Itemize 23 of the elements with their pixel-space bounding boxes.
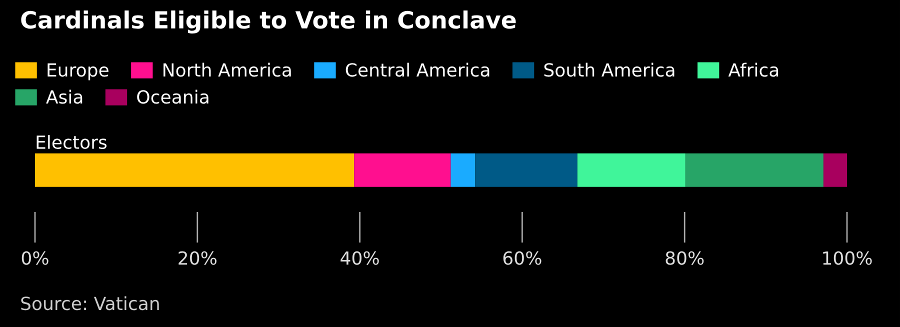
legend-label: North America: [164, 62, 291, 77]
bar: [685, 153, 824, 187]
source-note: Source: Vatican: [21, 296, 159, 310]
x-tick-label: 0%: [22, 251, 48, 265]
chart-title: Cardinals Eligible to Vote in Conclave: [21, 10, 516, 34]
legend-label: Oceania: [137, 90, 208, 104]
x-tick-label: 80%: [666, 251, 704, 265]
bar: [475, 153, 578, 187]
x-tick-label: 60%: [503, 251, 542, 265]
bar: [823, 153, 847, 187]
x-tick-label: 100%: [823, 251, 872, 265]
bar: [450, 153, 476, 187]
bar: [354, 153, 451, 187]
x-tick-label: 20%: [178, 251, 216, 265]
y-tick-label: Electors: [36, 135, 107, 150]
x-tick-label: 40%: [340, 251, 379, 265]
legend-label: Europe: [48, 63, 108, 80]
legend-label: Africa: [728, 62, 778, 77]
bar: [577, 153, 686, 187]
legend-label: Central America: [346, 62, 490, 77]
bar: [35, 153, 354, 187]
legend-label: South America: [544, 62, 674, 77]
legend-label: Asia: [46, 90, 82, 104]
